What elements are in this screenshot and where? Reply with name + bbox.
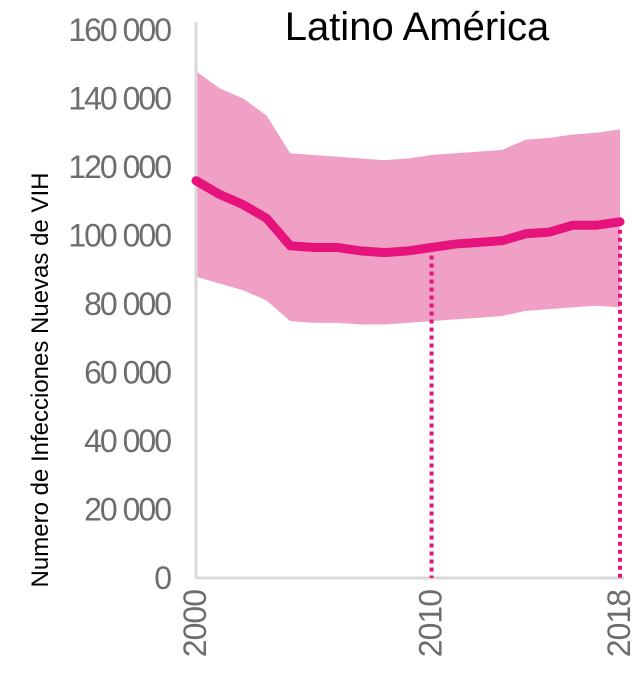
y-tick-label: 40 000 [84,423,171,459]
series-line-layer [191,176,625,258]
y-tick-label: 0 [154,560,171,596]
y-tick-label: 160 000 [68,12,171,48]
confidence-band-layer [196,71,620,325]
x-tick-label: 2010 [413,590,449,657]
confidence-band [196,71,620,325]
y-tick-label: 80 000 [84,286,171,322]
axes [194,22,624,580]
y-tick-label: 140 000 [68,81,171,117]
series-line [191,176,625,258]
y-tick-label: 100 000 [68,218,171,254]
y-tick-label: 120 000 [68,149,171,185]
chart-title: Latino América [285,5,550,49]
reference-lines-layer [429,221,622,578]
x-tick-labels: 2000 2010 2018 [177,590,635,657]
y-tick-label: 60 000 [84,355,171,391]
y-tick-label: 20 000 [84,492,171,528]
x-tick-label: 2000 [177,590,213,657]
x-tick-label: 2018 [601,590,635,657]
y-axis-label: Numero de Infecciones Nuevas de VIH [27,173,54,588]
y-tick-labels: 0 20 000 40 000 60 000 80 000 100 000 120 000 1… [68,12,173,596]
